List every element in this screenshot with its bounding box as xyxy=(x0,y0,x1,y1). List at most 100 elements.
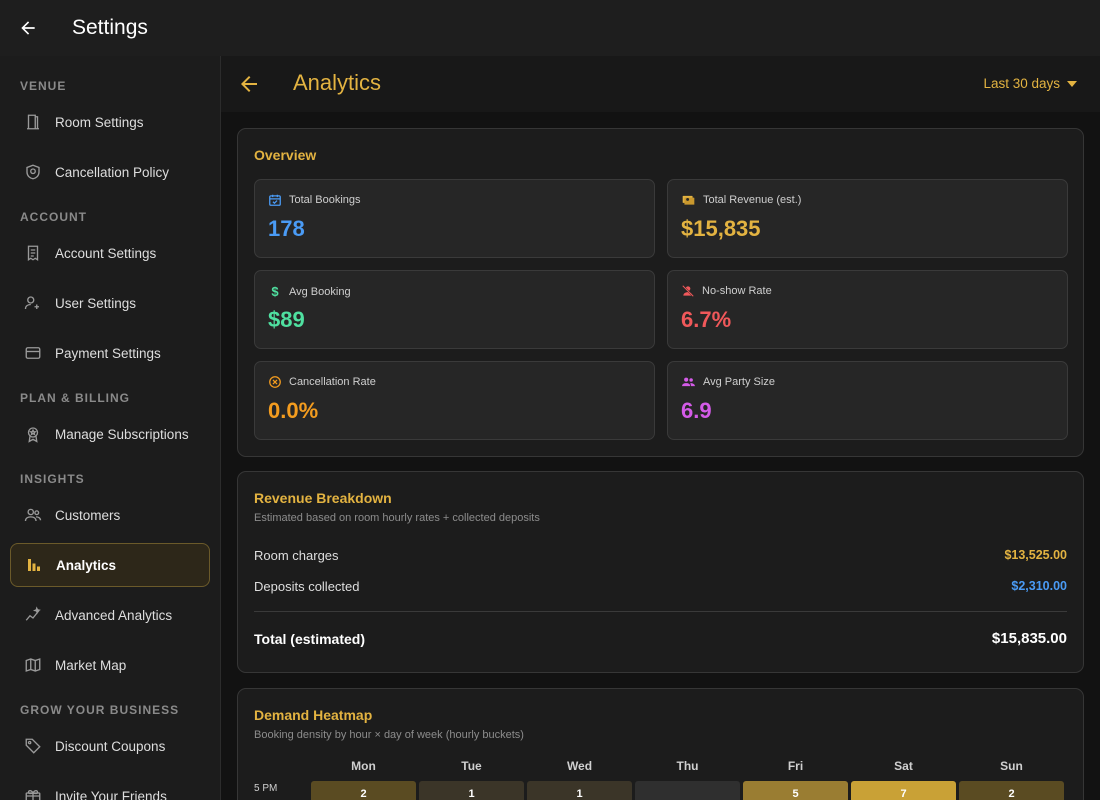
stat-label: Avg Party Size xyxy=(703,376,775,388)
dollar-icon: $ xyxy=(271,284,279,299)
group-icon xyxy=(682,377,695,387)
heatmap-cell: 1 xyxy=(419,781,524,800)
heatmap-cell xyxy=(635,781,740,800)
sidebar-item-label: Market Map xyxy=(55,657,127,673)
sidebar-item-customers[interactable]: Customers xyxy=(10,493,210,537)
stat-label: Cancellation Rate xyxy=(289,376,376,388)
sidebar-item-market-map[interactable]: Market Map xyxy=(10,643,210,687)
stat-avg-booking: $ Avg Booking $89 xyxy=(254,270,655,349)
stat-avg-party-size: Avg Party Size 6.9 xyxy=(667,361,1068,440)
stat-value: $15,835 xyxy=(681,216,761,241)
arrow-left-icon xyxy=(241,76,257,92)
sidebar-item-account-settings[interactable]: Account Settings xyxy=(10,231,210,275)
date-range-select[interactable]: Last 30 days xyxy=(983,76,1078,91)
sidebar-item-room-settings[interactable]: Room Settings xyxy=(10,100,210,144)
heatmap-day-mon: Mon xyxy=(351,759,376,773)
stat-label: Avg Booking xyxy=(289,285,351,298)
sidebar-item-user-settings[interactable]: User Settings xyxy=(10,281,210,325)
section-grow-your-business: GROW YOUR BUSINESS xyxy=(20,703,180,717)
heatmap-card: Demand Heatmap Booking density by hour ×… xyxy=(237,688,1084,800)
heatmap-day-tue: Tue xyxy=(461,759,482,773)
user-gear-icon xyxy=(23,293,43,313)
receipt-icon xyxy=(23,243,43,263)
section-insights: INSIGHTS xyxy=(20,472,85,486)
revenue-row-value: $13,525.00 xyxy=(1004,548,1067,562)
stat-label: Total Revenue (est.) xyxy=(703,194,802,206)
tag-icon xyxy=(23,736,43,756)
heatmap-cell: 2 xyxy=(311,781,416,800)
heatmap-title: Demand Heatmap xyxy=(254,707,373,723)
revenue-divider xyxy=(254,611,1067,612)
arrow-left-icon xyxy=(21,21,35,35)
page-title: Analytics xyxy=(293,70,382,95)
stat-label: Total Bookings xyxy=(289,194,361,206)
heatmap-hour-label: 5 PM xyxy=(254,783,278,794)
heatmap-cell: 2 xyxy=(959,781,1064,800)
map-icon xyxy=(23,655,43,675)
back-button[interactable] xyxy=(0,0,56,56)
door-icon xyxy=(23,112,43,132)
analytics-back-button[interactable] xyxy=(237,72,261,101)
date-range-label: Last 30 days xyxy=(983,76,1060,91)
sidebar-item-analytics[interactable]: Analytics xyxy=(10,543,210,587)
money-icon xyxy=(682,195,695,205)
calendar-check-icon xyxy=(269,194,281,206)
cancel-circle-icon xyxy=(269,376,281,388)
section-account: ACCOUNT xyxy=(20,210,87,224)
sidebar-item-label: Room Settings xyxy=(55,114,144,130)
section-venue: VENUE xyxy=(20,79,67,93)
sidebar-item-label: Account Settings xyxy=(55,245,157,261)
heatmap-cell: 5 xyxy=(743,781,848,800)
bar-chart-icon xyxy=(24,555,44,575)
stat-value: 6.9 xyxy=(681,398,712,423)
overview-title: Overview xyxy=(254,147,317,163)
stat-total-revenue: Total Revenue (est.) $15,835 xyxy=(667,179,1068,258)
stat-value: 6.7% xyxy=(681,307,732,332)
stat-cancellation-rate: Cancellation Rate 0.0% xyxy=(254,361,655,440)
revenue-card: Revenue Breakdown Estimated based on roo… xyxy=(237,471,1084,673)
caret-down-icon xyxy=(1067,80,1077,87)
sidebar: VENUE Room Settings Cancellation Policy … xyxy=(0,56,221,800)
sidebar-item-advanced-analytics[interactable]: Advanced Analytics xyxy=(10,593,210,637)
revenue-title: Revenue Breakdown xyxy=(254,490,392,506)
stat-label: No-show Rate xyxy=(702,285,772,297)
sidebar-item-label: User Settings xyxy=(55,295,137,311)
stat-value: 178 xyxy=(268,216,305,241)
revenue-row-value: $2,310.00 xyxy=(1011,579,1067,593)
sidebar-item-label: Payment Settings xyxy=(55,345,161,361)
sidebar-item-cancellation-policy[interactable]: Cancellation Policy xyxy=(10,150,210,194)
revenue-row-room-charges: Room charges $13,525.00 xyxy=(254,548,1067,563)
sidebar-item-label: Discount Coupons xyxy=(55,738,166,754)
revenue-row-deposits: Deposits collected $2,310.00 xyxy=(254,579,1067,594)
sidebar-item-invite-your-friends[interactable]: Invite Your Friends xyxy=(10,774,210,800)
sidebar-item-payment-settings[interactable]: Payment Settings xyxy=(10,331,210,375)
revenue-total-row: Total (estimated) $15,835.00 xyxy=(254,630,1067,647)
sidebar-item-label: Manage Subscriptions xyxy=(55,426,189,442)
heatmap-cell: 1 xyxy=(527,781,632,800)
stat-value: $89 xyxy=(268,307,305,332)
stat-total-bookings: Total Bookings 178 xyxy=(254,179,655,258)
heatmap-cell: 7 xyxy=(851,781,956,800)
person-off-icon xyxy=(682,285,694,297)
sparkline-icon xyxy=(23,605,43,625)
heatmap-day-sun: Sun xyxy=(1000,759,1023,773)
revenue-total-label: Total (estimated) xyxy=(254,631,365,647)
sidebar-item-label: Cancellation Policy xyxy=(55,164,170,180)
heatmap-subtitle: Booking density by hour × day of week (h… xyxy=(254,729,524,741)
revenue-total-value: $15,835.00 xyxy=(991,630,1067,647)
stat-no-show-rate: No-show Rate 6.7% xyxy=(667,270,1068,349)
sidebar-item-label: Analytics xyxy=(56,557,117,573)
section-plan-billing: PLAN & BILLING xyxy=(20,391,130,405)
heatmap-day-wed: Wed xyxy=(566,759,593,773)
revenue-row-label: Deposits collected xyxy=(254,579,360,594)
app-bar: Settings xyxy=(0,0,1100,56)
revenue-row-label: Room charges xyxy=(254,548,339,563)
page-header: Analytics Last 30 days xyxy=(221,56,1100,112)
credit-card-icon xyxy=(23,343,43,363)
sidebar-item-manage-subscriptions[interactable]: Manage Subscriptions xyxy=(10,412,210,456)
award-icon xyxy=(23,424,43,444)
sidebar-item-discount-coupons[interactable]: Discount Coupons xyxy=(10,724,210,768)
heatmap-day-fri: Fri xyxy=(787,759,804,773)
sidebar-item-label: Advanced Analytics xyxy=(55,607,173,623)
shield-icon xyxy=(23,162,43,182)
